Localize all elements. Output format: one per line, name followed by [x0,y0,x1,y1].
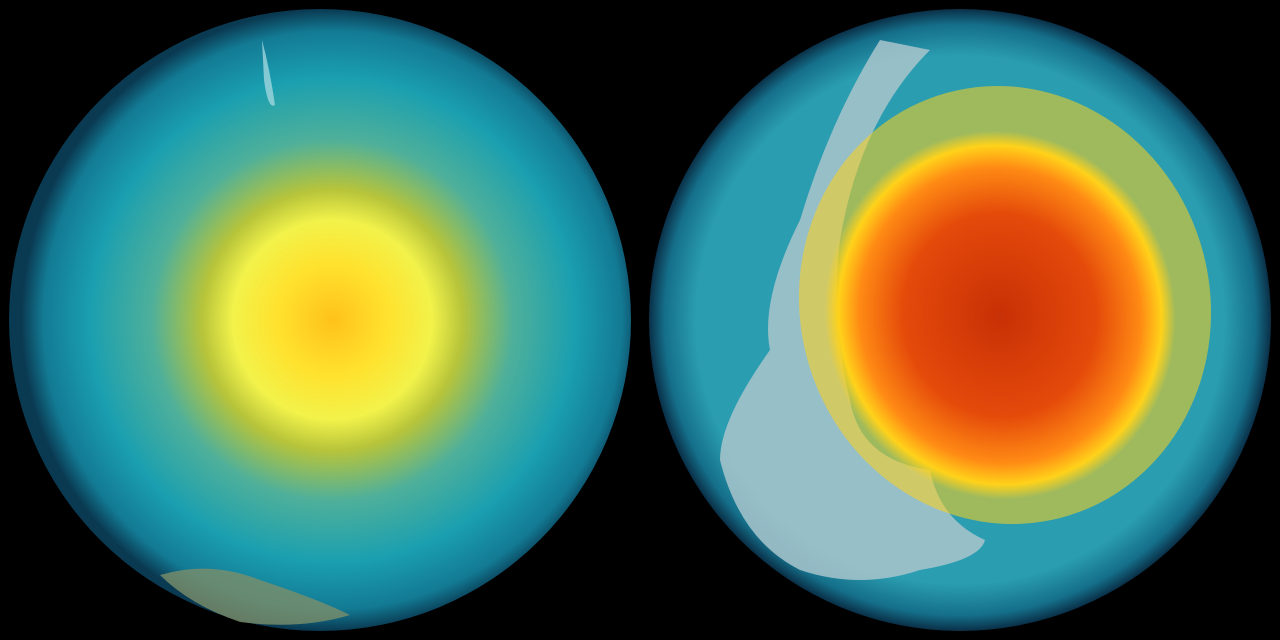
right-globe [649,9,1271,631]
antarctica-landmass [720,40,985,580]
ozone-hole [824,130,1176,500]
left-globe-sphere [9,9,631,631]
left-globe [9,9,631,631]
south-america-landmass [160,568,350,625]
antarctic-peninsula-landmass [262,40,275,106]
